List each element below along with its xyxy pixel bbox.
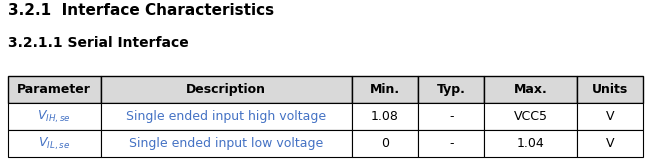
Bar [577, 76, 643, 103]
Text: $V_{IH,se}$: $V_{IH,se}$ [37, 109, 71, 125]
Text: Description: Description [186, 83, 266, 96]
Text: 3.2.1  Interface Characteristics: 3.2.1 Interface Characteristics [8, 3, 274, 18]
Text: 3.2.1.1 Serial Interface: 3.2.1.1 Serial Interface [8, 36, 189, 50]
Bar [8, 130, 100, 157]
Bar [418, 76, 484, 103]
Text: Single ended input low voltage: Single ended input low voltage [129, 137, 324, 150]
Bar [352, 76, 418, 103]
Bar [100, 76, 352, 103]
Bar [418, 130, 484, 157]
Bar [8, 103, 100, 130]
Text: 1.08: 1.08 [371, 110, 399, 123]
Bar [418, 103, 484, 130]
Text: -: - [449, 137, 454, 150]
Bar [484, 103, 577, 130]
Bar [352, 130, 418, 157]
Text: Units: Units [592, 83, 628, 96]
Bar [484, 76, 577, 103]
Text: Single ended input high voltage: Single ended input high voltage [126, 110, 326, 123]
Text: Typ.: Typ. [437, 83, 465, 96]
Text: 1.04: 1.04 [517, 137, 544, 150]
Bar [577, 103, 643, 130]
Bar [484, 130, 577, 157]
Text: Min.: Min. [370, 83, 400, 96]
Text: V: V [606, 110, 615, 123]
Bar [100, 103, 352, 130]
Bar [577, 130, 643, 157]
Bar [352, 103, 418, 130]
Bar [100, 130, 352, 157]
Text: 0: 0 [381, 137, 389, 150]
Text: $V_{IL,se}$: $V_{IL,se}$ [38, 136, 70, 152]
Bar [8, 76, 100, 103]
Text: -: - [449, 110, 454, 123]
Text: V: V [606, 137, 615, 150]
Text: Parameter: Parameter [18, 83, 91, 96]
Text: Max.: Max. [514, 83, 547, 96]
Text: VCC5: VCC5 [514, 110, 547, 123]
